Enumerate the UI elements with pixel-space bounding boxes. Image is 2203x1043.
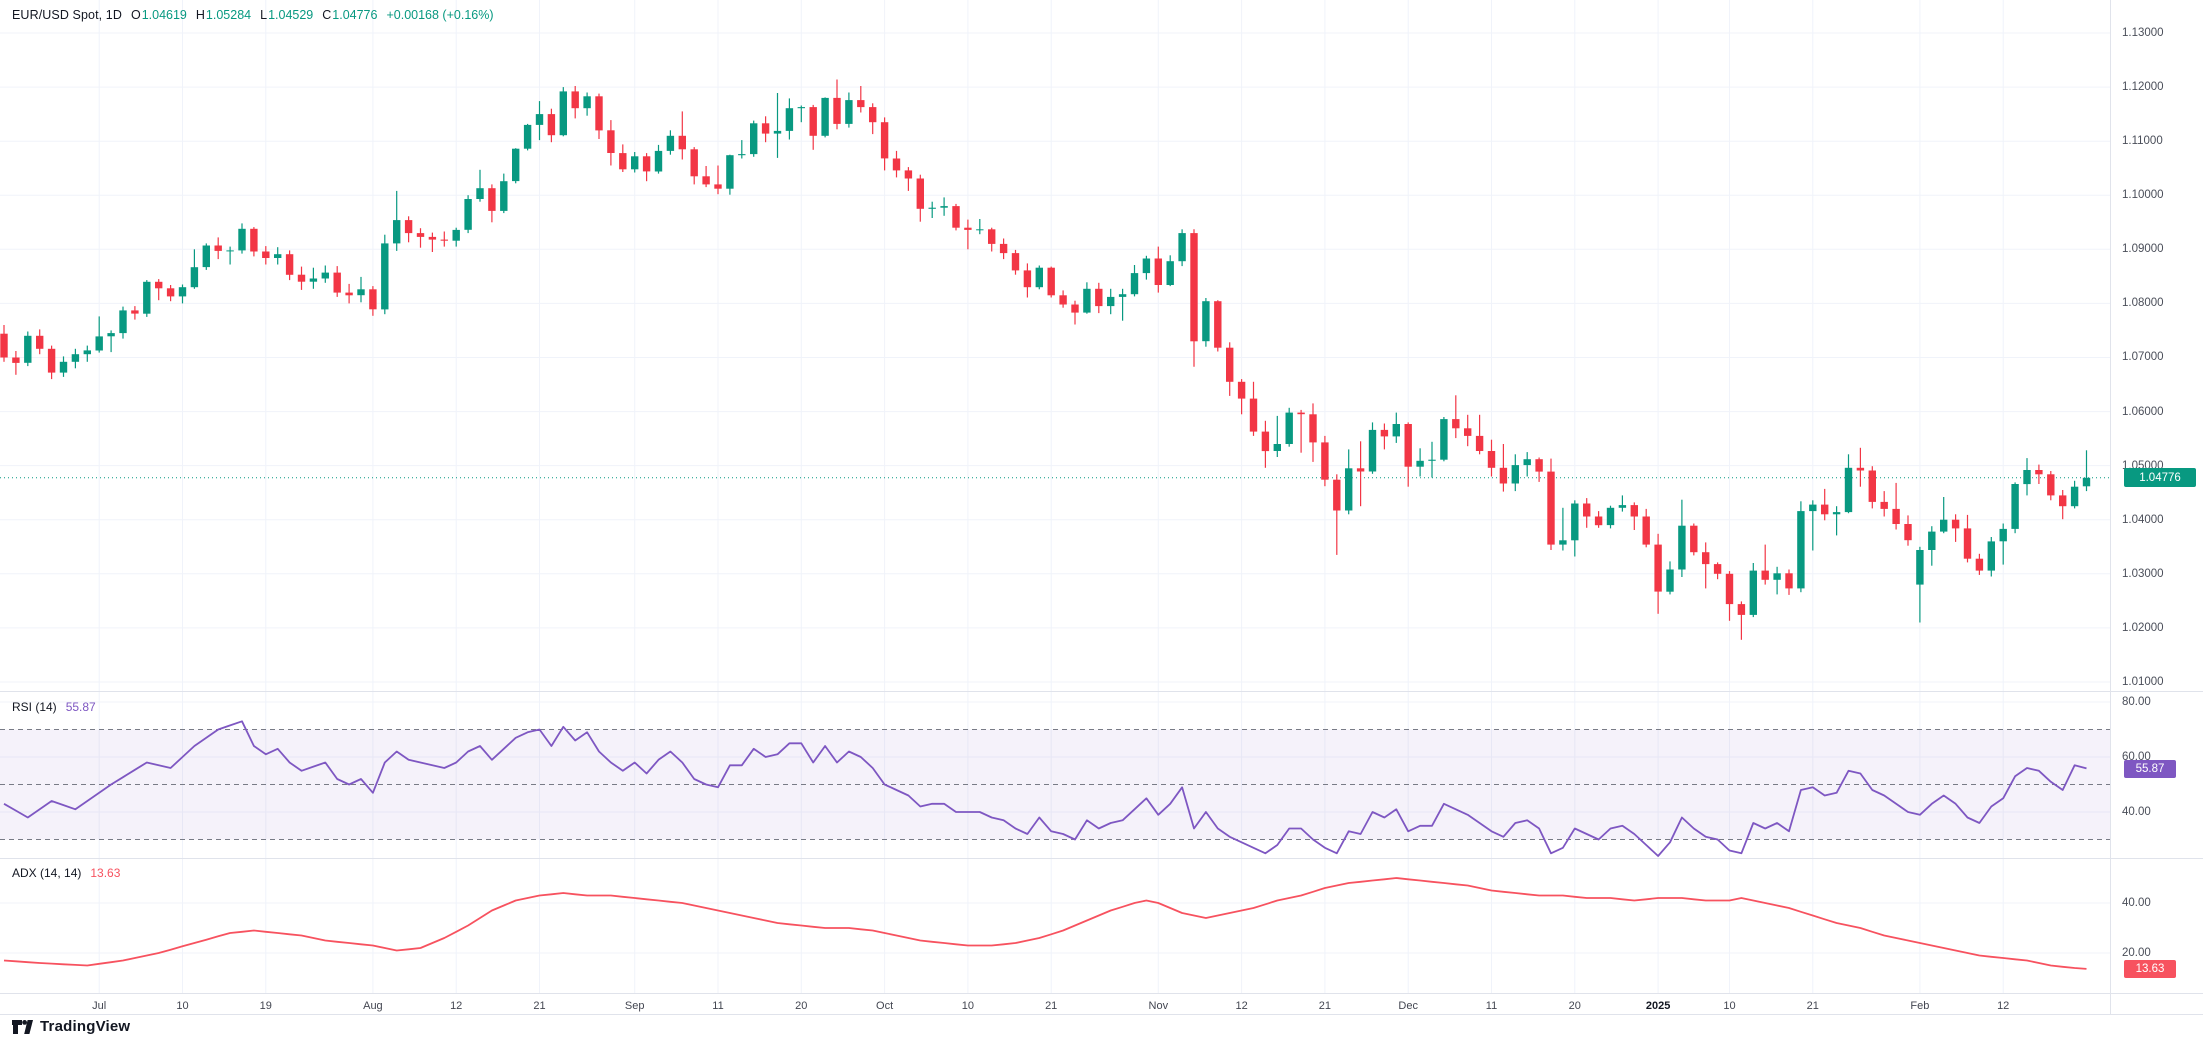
time-axis-label: 12 [1997, 1000, 2010, 1012]
rsi-value-badge: 55.87 [2124, 760, 2176, 778]
time-axis-label: 19 [259, 1000, 272, 1012]
time-axis-label: 21 [1318, 1000, 1332, 1012]
time-axis-label: 2025 [1645, 1000, 1671, 1012]
time-axis-label: Jul [92, 1000, 107, 1012]
time-axis-label: Sep [624, 1000, 645, 1012]
tradingview-logo-icon [12, 1019, 33, 1035]
quote-field-l: L 1.04529 [260, 8, 314, 22]
price-axis-label: 1.07000 [2122, 351, 2164, 364]
symbol-title[interactable]: EUR/USD Spot, 1D [12, 8, 122, 22]
time-axis-label: Nov [1148, 1000, 1169, 1012]
candlestick-series [0, 79, 2091, 640]
adx-axis-label: 20.00 [2122, 947, 2151, 959]
price-axis-label: 1.02000 [2122, 621, 2164, 634]
adx-value-badge: 13.63 [2124, 960, 2176, 978]
adx-indicator-value: 13.63 [90, 866, 121, 880]
rsi-axis-label: 40.00 [2122, 806, 2151, 818]
time-axis-label: 10 [961, 1000, 975, 1012]
tradingview-watermark[interactable]: TradingView [12, 1018, 130, 1035]
adx-indicator-label[interactable]: ADX (14, 14) [12, 866, 82, 880]
adx-axis-label: 40.00 [2122, 897, 2151, 909]
ohlc-values: O 1.04619 H 1.05284 L 1.04529 C 1.04776 [131, 8, 378, 22]
price-axis-label: 1.08000 [2122, 297, 2164, 310]
price-axis-label: 1.01000 [2122, 675, 2164, 688]
rsi-pane-header: RSI (14) 55.87 [12, 700, 96, 714]
time-axis-label: 21 [533, 1000, 546, 1012]
time-axis-label: 11 [1485, 1000, 1498, 1012]
time-axis-label: Feb [1910, 1000, 1930, 1012]
symbol-header: EUR/USD Spot, 1D O 1.04619 H 1.05284 L 1.0452… [12, 8, 494, 22]
price-axis-label: 1.03000 [2122, 567, 2164, 580]
rsi-axis-label: 80.00 [2122, 696, 2151, 708]
quote-field-c: C 1.04776 [322, 8, 378, 22]
time-axis-label: 20 [1568, 1000, 1581, 1012]
price-axis-label: 1.12000 [2122, 81, 2164, 94]
pane-separator-rsi[interactable] [0, 691, 2203, 692]
tradingview-watermark-text: TradingView [40, 1018, 131, 1035]
quote-field-o: O 1.04619 [130, 8, 187, 22]
time-axis-label: Dec [1398, 1000, 1418, 1012]
price-axis-label: 1.09000 [2122, 243, 2164, 256]
pane-separator-adx[interactable] [0, 858, 2203, 859]
chart-canvas[interactable] [0, 0, 2110, 998]
time-axis-bottom-border [0, 1014, 2203, 1015]
quote-field-h: H 1.05284 [195, 8, 252, 22]
time-axis-label: 10 [176, 1000, 189, 1012]
adx-pane-header: ADX (14, 14) 13.63 [12, 866, 120, 880]
rsi-line [3, 720, 2087, 857]
time-axis-label: Oct [876, 1000, 894, 1012]
time-axis-label: 10 [1723, 1000, 1736, 1012]
time-axis-label: 12 [450, 1000, 463, 1012]
price-axis-label: 1.04000 [2122, 513, 2164, 526]
rsi-indicator-value: 55.87 [65, 700, 96, 714]
time-axis-label: 20 [795, 1000, 808, 1012]
price-axis-label: 1.13000 [2122, 27, 2164, 39]
time-axis-label: 21 [1045, 1000, 1058, 1012]
price-axis-label: 1.11000 [2122, 135, 2163, 148]
change-value: +0.00168 (+0.16%) [386, 8, 494, 22]
time-axis-label: 12 [1235, 1000, 1248, 1012]
adx-line [3, 877, 2087, 970]
time-axis-label: 21 [1806, 1000, 1819, 1012]
price-axis-label: 1.06000 [2122, 405, 2164, 418]
last-price-badge: 1.04776 [2124, 468, 2196, 487]
time-axis-top-border [0, 993, 2203, 994]
price-axis-border [2110, 0, 2111, 1014]
rsi-indicator-label[interactable]: RSI (14) [12, 700, 57, 714]
time-axis-label: Aug [363, 1000, 383, 1012]
time-axis-label: 11 [712, 1000, 724, 1012]
chart-svg[interactable] [0, 0, 2110, 993]
price-axis-label: 1.10000 [2122, 189, 2164, 202]
